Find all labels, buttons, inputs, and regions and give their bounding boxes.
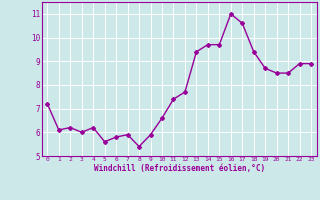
X-axis label: Windchill (Refroidissement éolien,°C): Windchill (Refroidissement éolien,°C)	[94, 164, 265, 173]
